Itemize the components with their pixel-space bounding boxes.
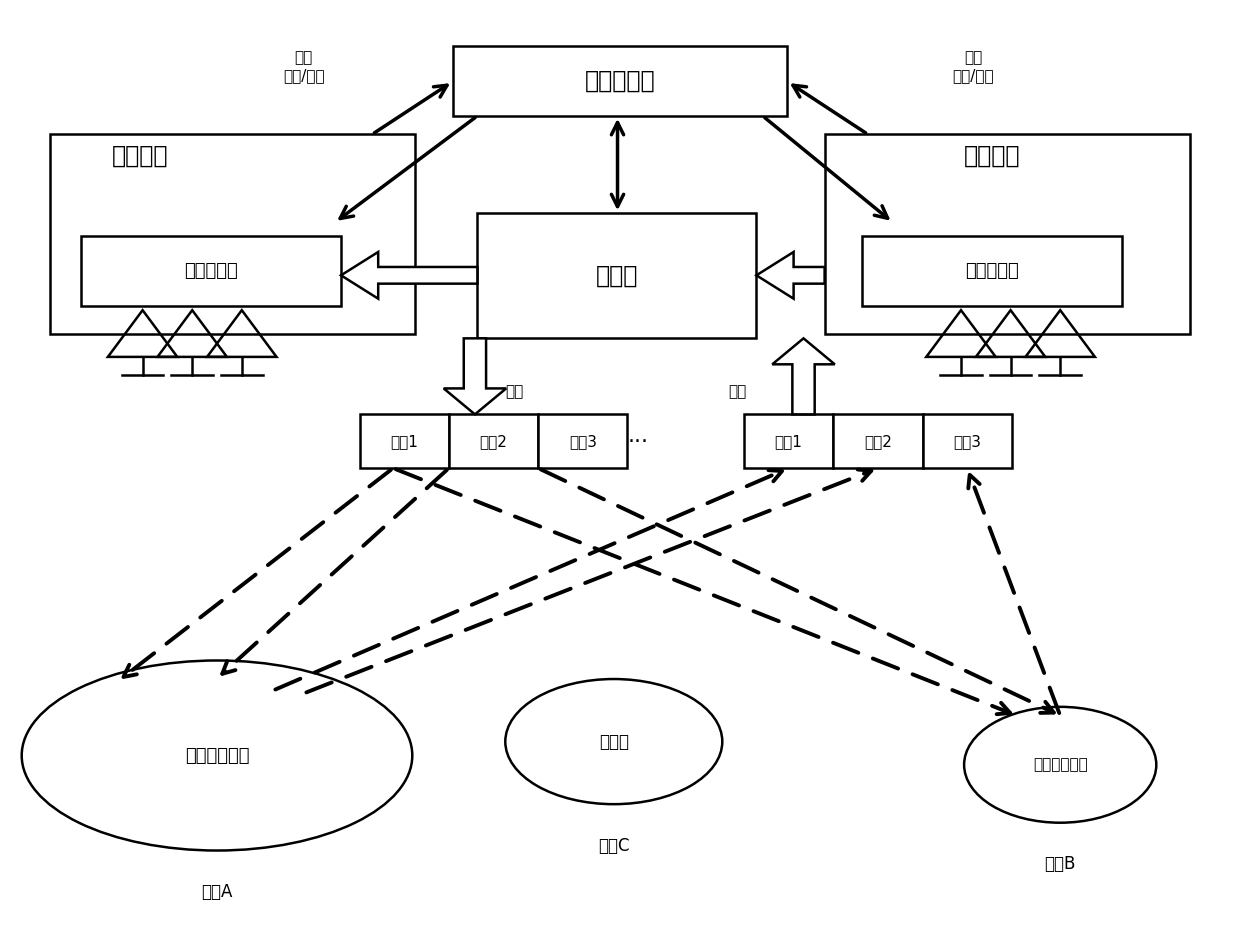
Text: 时隙3: 时隙3 — [954, 434, 981, 449]
FancyArrow shape — [773, 338, 835, 414]
Ellipse shape — [506, 679, 722, 805]
Bar — [50, 134, 415, 334]
Bar — [360, 414, 449, 468]
Text: 波束控制器: 波束控制器 — [184, 262, 238, 280]
Text: 信号: 信号 — [729, 384, 746, 399]
Text: 时隙2: 时隙2 — [864, 434, 892, 449]
Bar — [833, 414, 923, 468]
Text: 时隙3: 时隙3 — [569, 434, 596, 449]
FancyArrow shape — [756, 252, 825, 298]
Text: 信号: 信号 — [506, 384, 523, 399]
Bar — [477, 213, 756, 338]
Text: ···: ··· — [629, 432, 649, 452]
Text: 时隙2: 时隙2 — [480, 434, 507, 449]
FancyArrow shape — [341, 252, 477, 298]
Bar — [453, 46, 787, 116]
Text: 波位C: 波位C — [598, 837, 630, 855]
Bar — [862, 236, 1122, 306]
Text: 时隙1: 时隙1 — [775, 434, 802, 449]
Text: 资源管理器: 资源管理器 — [585, 70, 655, 93]
Bar — [923, 414, 1012, 468]
Text: 处理器: 处理器 — [595, 264, 639, 287]
FancyArrow shape — [444, 338, 506, 414]
Text: 若干用户终端: 若干用户终端 — [1033, 757, 1087, 772]
Text: 波束控制器: 波束控制器 — [965, 262, 1019, 280]
Text: 时隙1: 时隙1 — [391, 434, 418, 449]
Bar — [81, 236, 341, 306]
Bar — [744, 414, 833, 468]
Text: （空）: （空） — [599, 732, 629, 751]
Bar — [538, 414, 627, 468]
Text: 信令
控制/反馈: 信令 控制/反馈 — [952, 51, 994, 83]
Text: 发射天线: 发射天线 — [112, 144, 169, 168]
Text: 信令
控制/反馈: 信令 控制/反馈 — [283, 51, 325, 83]
Text: 波位A: 波位A — [201, 883, 233, 901]
Text: 若干用户终端: 若干用户终端 — [185, 746, 249, 765]
Bar — [449, 414, 538, 468]
Bar — [825, 134, 1190, 334]
Text: 接收天线: 接收天线 — [963, 144, 1021, 168]
Ellipse shape — [21, 660, 412, 851]
Ellipse shape — [965, 707, 1156, 823]
Text: 波位B: 波位B — [1044, 856, 1076, 873]
